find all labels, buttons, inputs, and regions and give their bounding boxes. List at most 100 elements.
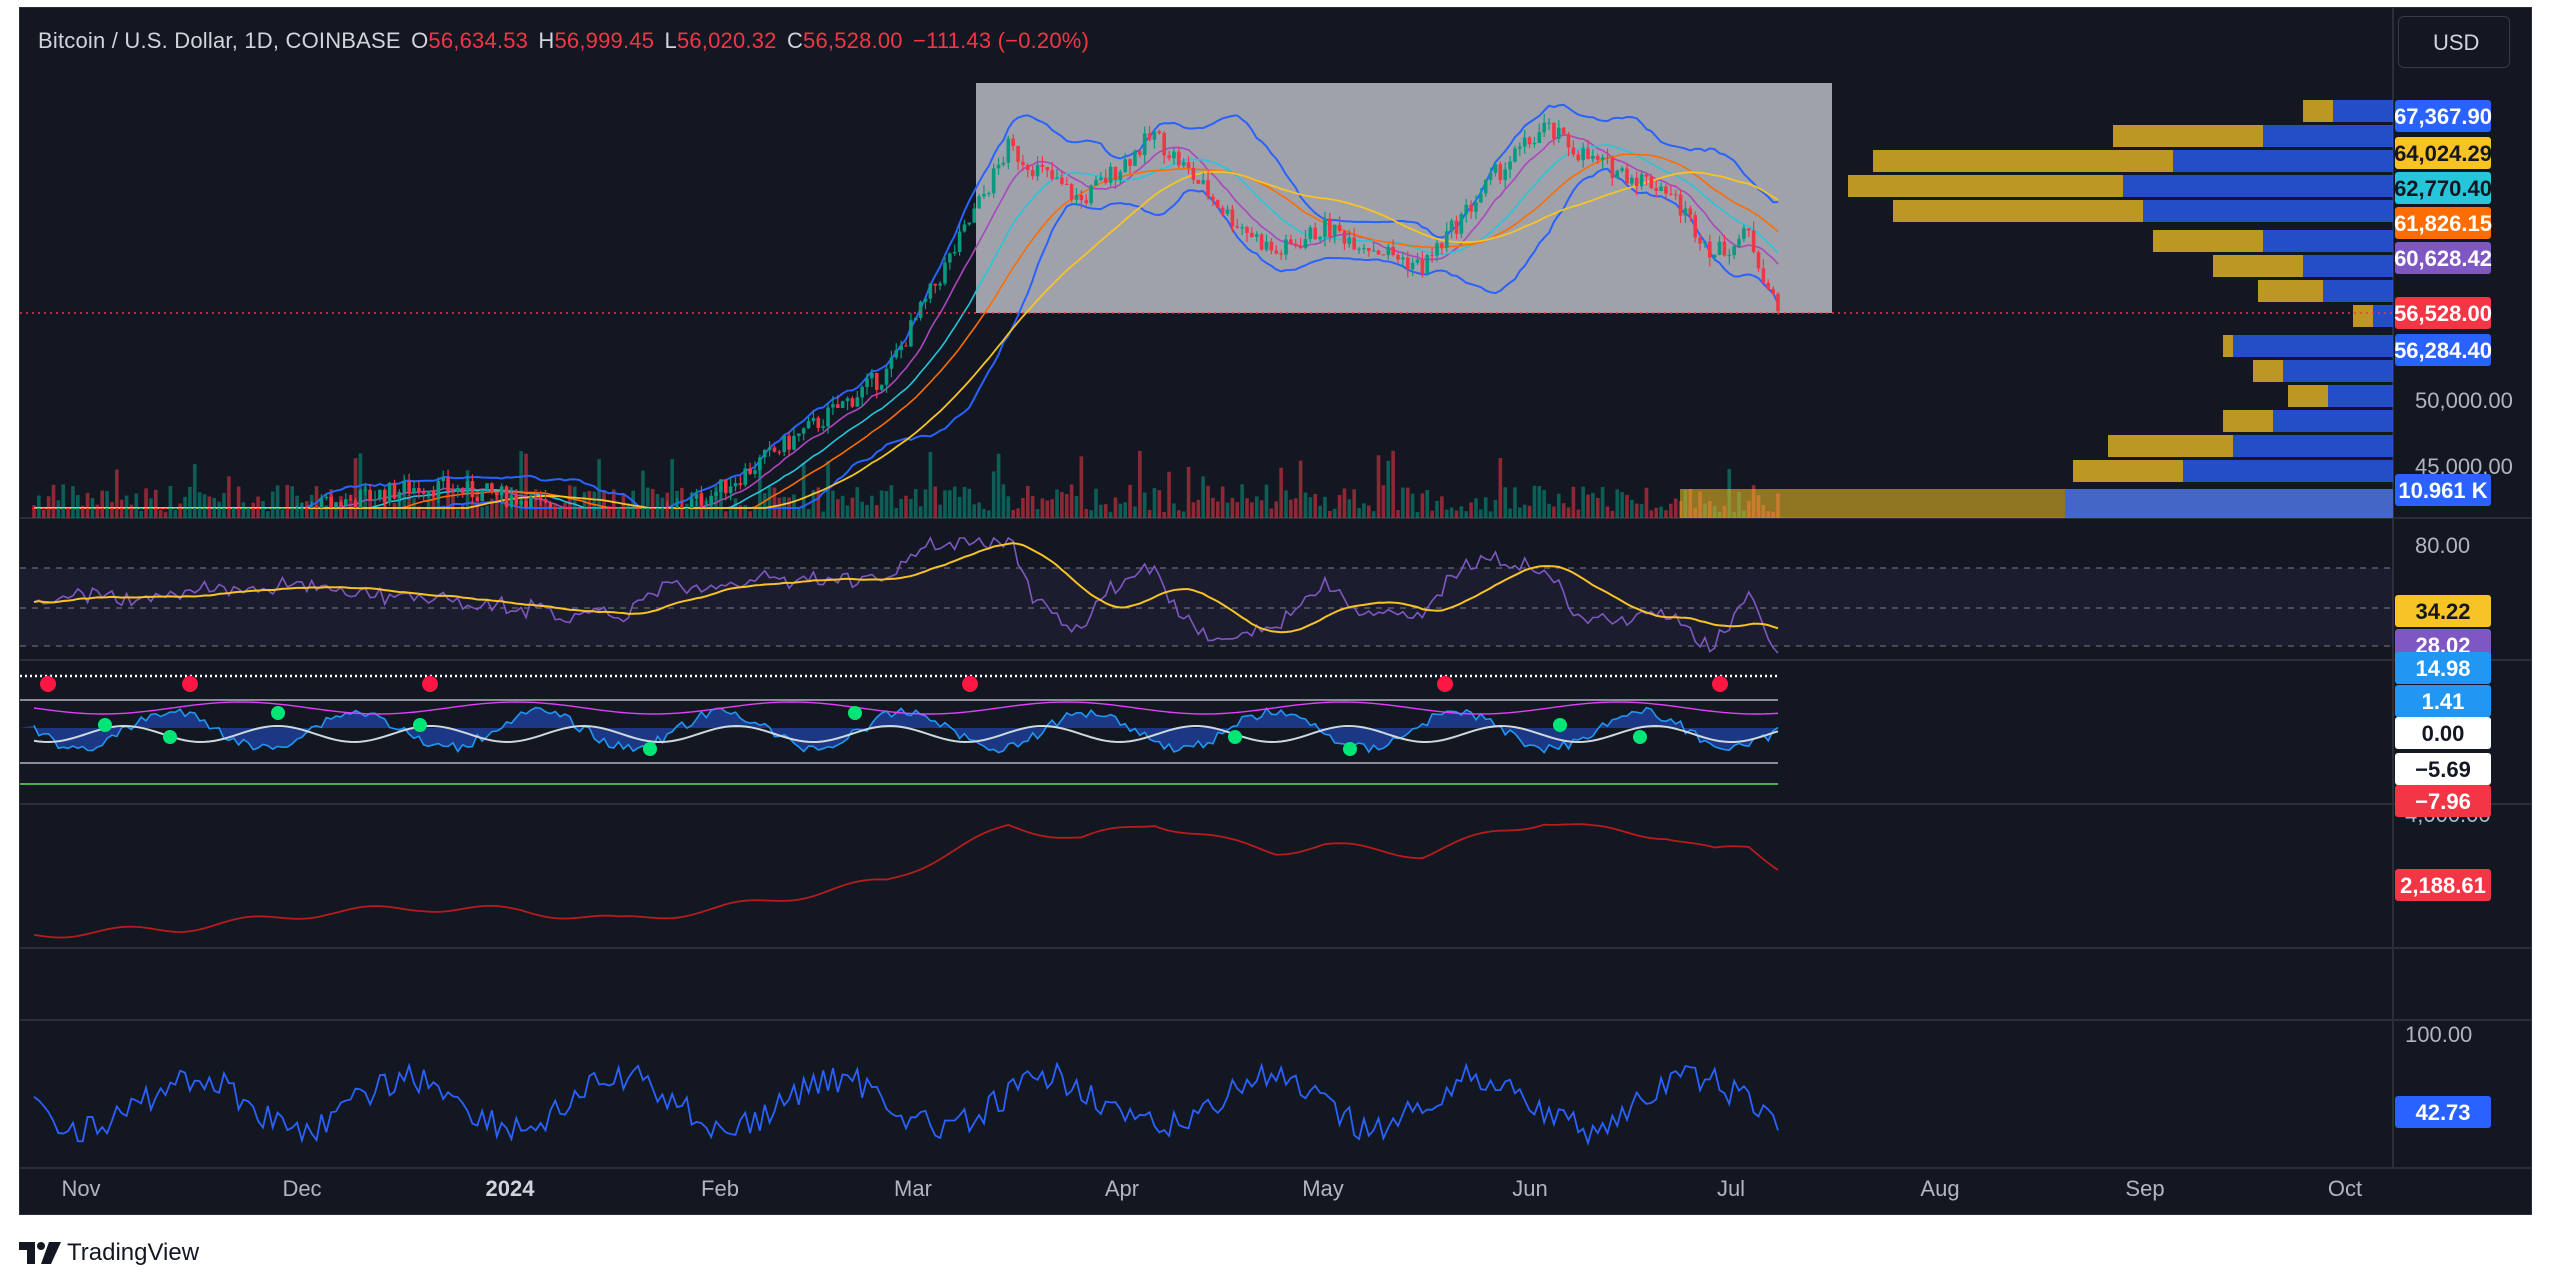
- candle-body: [1527, 137, 1532, 145]
- candle-body: [1025, 164, 1030, 171]
- candle-body: [943, 262, 947, 284]
- volume-bar: [480, 506, 484, 518]
- volume-bar: [270, 491, 275, 518]
- volume-bar: [41, 509, 46, 518]
- volume-profile-bar: [2233, 435, 2393, 457]
- volume-bar: [334, 507, 338, 518]
- volume-bar: [1669, 503, 1673, 518]
- tradingview-brand: TradingView: [67, 1239, 200, 1266]
- volume-bar: [952, 486, 957, 518]
- candle-body: [1751, 230, 1756, 253]
- candle-body: [319, 498, 324, 508]
- candle-body: [1152, 131, 1157, 140]
- volume-bar: [1211, 497, 1215, 518]
- volume-profile-bar: [2108, 435, 2233, 457]
- candle-body: [363, 489, 368, 491]
- candle-body: [387, 482, 392, 503]
- candle-body: [480, 489, 484, 502]
- volume-bar: [1415, 511, 1420, 518]
- osc-buy-dot: [643, 742, 657, 756]
- volume-bar: [1527, 505, 1532, 518]
- candle-body: [611, 508, 616, 509]
- candle-body: [134, 508, 139, 509]
- volume-bar: [1172, 503, 1176, 518]
- volume-bar: [1328, 510, 1332, 518]
- rsi-axis-label-80: 80.00: [2415, 533, 2470, 558]
- candle-body: [1415, 259, 1420, 263]
- volume-bar: [1045, 500, 1050, 518]
- candle-body: [431, 490, 436, 497]
- candle-body: [1503, 169, 1507, 180]
- volume-bar: [1410, 493, 1415, 518]
- volume-bar: [1435, 500, 1439, 518]
- candle-body: [1479, 193, 1483, 203]
- volume-bar: [163, 511, 168, 518]
- candle-body: [519, 500, 523, 505]
- volume-bar: [110, 501, 114, 518]
- volume-bar: [1128, 484, 1132, 518]
- time-axis: Nov Dec 2024 Feb Mar Apr May Jun Jul Aug…: [61, 1176, 2362, 1201]
- time-label-aug: Aug: [1920, 1176, 1959, 1201]
- candle-body: [494, 492, 499, 496]
- price-range-box[interactable]: [976, 83, 1832, 313]
- volume-bar: [392, 502, 397, 518]
- volume-bar: [568, 485, 572, 518]
- chart-canvas[interactable]: 50,000.00 45,000.00 80.00 4,000.00 100.0…: [20, 8, 2532, 1215]
- volume-bar: [173, 509, 178, 518]
- volume-bar: [533, 489, 538, 518]
- volume-bar: [80, 505, 85, 518]
- candle-body: [61, 508, 66, 509]
- volume-profile-bar: [2273, 410, 2393, 432]
- rsi-line: [33, 536, 1779, 654]
- volume-bar: [1011, 509, 1015, 518]
- volume-bar: [1245, 498, 1249, 518]
- candle-body: [251, 508, 256, 509]
- volume-bar: [767, 486, 772, 518]
- candle-body: [826, 407, 830, 427]
- candle-body: [1586, 148, 1590, 159]
- chart-panel[interactable]: 50,000.00 45,000.00 80.00 4,000.00 100.0…: [19, 7, 2532, 1215]
- footer: TradingView: [19, 1238, 199, 1268]
- tradingview-logo-icon: [19, 1242, 61, 1264]
- candle-body: [1688, 208, 1693, 216]
- symbol-name[interactable]: Bitcoin / U.S. Dollar, 1D, COINBASE: [38, 28, 401, 53]
- volume-bar: [840, 495, 845, 518]
- candle-body: [904, 345, 908, 347]
- volume-bar: [1138, 450, 1142, 518]
- candle-body: [417, 488, 421, 493]
- time-label-feb: Feb: [701, 1176, 739, 1201]
- volume-bar: [1503, 487, 1507, 518]
- volume-bar: [1089, 510, 1093, 518]
- candle-body: [879, 384, 884, 390]
- time-label-oct: Oct: [2328, 1176, 2362, 1201]
- volume-bar: [197, 492, 202, 518]
- candle-body: [1060, 177, 1064, 185]
- volume-bar: [870, 495, 874, 518]
- volume-bar: [835, 499, 840, 518]
- candle-body: [407, 480, 411, 494]
- candle-body: [300, 508, 304, 509]
- candle-body: [1133, 151, 1137, 166]
- currency-button[interactable]: USD: [2398, 16, 2510, 68]
- volume-bar: [1576, 509, 1581, 518]
- candle-body: [1172, 151, 1176, 159]
- candle-body: [266, 508, 270, 509]
- candle-body: [1444, 231, 1449, 248]
- candle-body: [1522, 137, 1527, 147]
- candle-body: [324, 496, 329, 499]
- candle-body: [256, 508, 260, 509]
- price-tag: 10.961 K: [2398, 478, 2487, 503]
- candle-body: [1118, 171, 1123, 180]
- candle-body: [636, 508, 640, 509]
- volume-bar: [1459, 506, 1464, 518]
- volume-bar: [811, 489, 816, 518]
- candle-body: [280, 508, 285, 509]
- candle-body: [680, 506, 684, 508]
- time-label-sep: Sep: [2125, 1176, 2164, 1201]
- candle-body: [860, 386, 864, 398]
- volume-bar: [538, 495, 543, 518]
- candle-body: [753, 470, 757, 474]
- candle-body: [1045, 166, 1050, 171]
- candle-body: [899, 345, 903, 351]
- volume-bar: [938, 504, 942, 518]
